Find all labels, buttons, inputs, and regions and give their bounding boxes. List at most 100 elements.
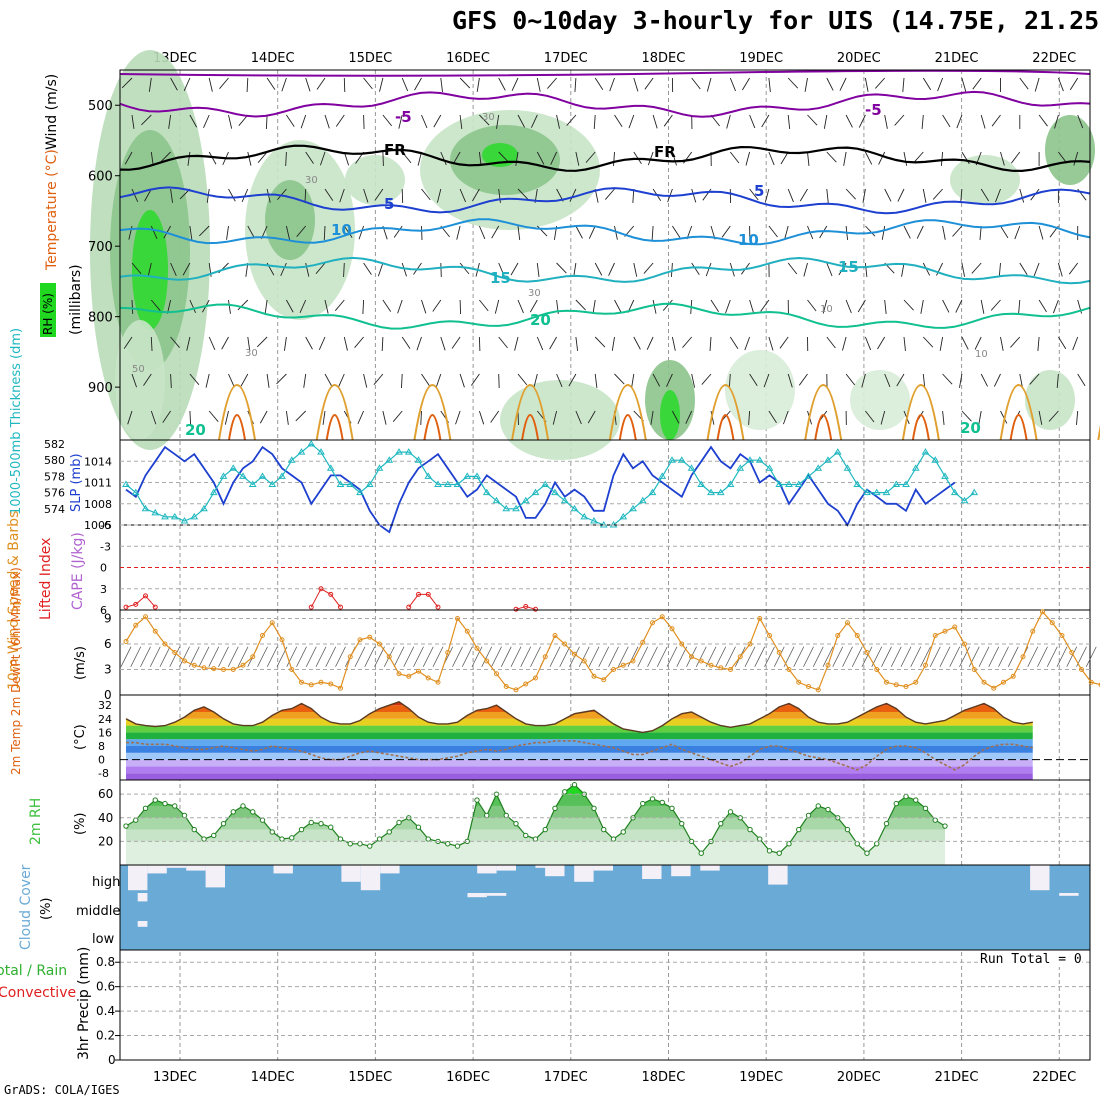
- wind-barb: [614, 114, 623, 127]
- wind-barb: [826, 151, 837, 163]
- wind-barb: [939, 646, 951, 667]
- x-tick-label-bottom: 13DEC: [153, 1070, 197, 1085]
- cloud-gap: [545, 865, 565, 877]
- wind-barb: [763, 373, 770, 388]
- wind-barb: [343, 225, 353, 238]
- wind-barb: [189, 114, 198, 128]
- wind-barb: [490, 410, 500, 423]
- wind-barb: [456, 225, 461, 240]
- wind-barb: [961, 262, 966, 277]
- temp-band: [126, 746, 1033, 753]
- wind-barb: [968, 646, 980, 667]
- wind-barb: [942, 225, 946, 240]
- wind-barb: [779, 336, 789, 349]
- wind-barb: [922, 336, 934, 348]
- wind-barb: [1027, 646, 1039, 667]
- wind-barb: [168, 114, 172, 129]
- wind-barb: [978, 646, 990, 667]
- wind-speed-marker: [1059, 633, 1065, 638]
- wind-barb: [339, 188, 345, 203]
- cloud-gap: [128, 865, 148, 891]
- wind-speed-marker: [1030, 628, 1036, 634]
- temp-band: [126, 732, 1033, 740]
- wind-barb: [510, 262, 519, 276]
- rh-marker: [230, 809, 236, 815]
- rh-marker: [883, 820, 890, 827]
- isotherm-cell: [999, 384, 1038, 441]
- thickness-marker: [482, 488, 491, 496]
- wind-barb: [170, 262, 177, 276]
- wind-barb: [187, 151, 191, 166]
- thickness-marker: [765, 464, 774, 471]
- wind-speed-marker: [767, 633, 772, 638]
- wind-barb: [787, 188, 794, 203]
- thickness-marker: [404, 448, 413, 455]
- rh-marker: [220, 820, 227, 827]
- rh-marker: [825, 806, 831, 813]
- wind-barb: [1007, 646, 1019, 667]
- wind-barb: [955, 299, 963, 313]
- wind-speed-marker: [728, 667, 733, 672]
- wind-barb: [494, 299, 500, 314]
- wind-barb: [1056, 646, 1068, 667]
- wind-barb: [903, 299, 914, 311]
- wind-unit-label: (m/s): [73, 646, 88, 680]
- wind-speed-marker: [815, 687, 821, 693]
- rh-marker: [776, 850, 782, 856]
- rh-shading: [950, 155, 1020, 205]
- wind-barb: [845, 114, 853, 128]
- wind-barb: [1037, 646, 1048, 667]
- wind-barb: [768, 336, 774, 351]
- rh-marker: [864, 850, 870, 856]
- wind-barb: [902, 77, 905, 92]
- cloud-gap: [137, 921, 148, 927]
- wind-barb: [685, 410, 693, 424]
- wind-barb: [773, 646, 785, 667]
- lifted-cape-panel: -6 -3 0 3 6 Lifted Index CAPE (J/kg): [38, 519, 1091, 620]
- thickness-marker: [375, 464, 384, 471]
- thickness-marker: [434, 480, 442, 487]
- wind-barb: [744, 336, 751, 351]
- wind-barb: [858, 114, 866, 128]
- wind-barb: [452, 151, 461, 165]
- wind-barb: [799, 188, 808, 202]
- wind-speed-marker: [162, 641, 168, 647]
- wind-speed-marker: [503, 684, 509, 689]
- contour-label: 20: [530, 311, 551, 329]
- wind-speed-marker: [698, 658, 704, 664]
- wind-barb: [170, 373, 172, 389]
- wind-barb: [566, 114, 577, 126]
- wind-barb: [1000, 410, 1008, 424]
- wind-barb: [421, 114, 428, 129]
- wind-barb: [631, 373, 635, 388]
- isotherm-line: [119, 256, 1091, 285]
- wind-barb: [208, 646, 220, 667]
- rh-marker: [727, 809, 734, 815]
- wind-speed-marker: [416, 668, 421, 674]
- wind-barb: [980, 114, 986, 129]
- wind-tick-label: 3: [104, 663, 112, 677]
- wind-speed-marker: [650, 620, 655, 626]
- cloud-gap: [496, 865, 516, 871]
- wind-barb: [414, 77, 422, 91]
- wind-barb: [588, 646, 600, 667]
- slp-tick-label: 1005: [84, 519, 112, 532]
- wind-barb: [281, 77, 287, 92]
- thickness-marker: [239, 472, 247, 479]
- wind-barb: [257, 646, 268, 667]
- temp-band: [126, 752, 1033, 760]
- lifted-index-marker: [123, 604, 129, 610]
- wind-barb: [725, 646, 736, 667]
- wind-barb: [343, 336, 348, 351]
- rh-marker: [542, 826, 548, 833]
- wind-barb: [1019, 188, 1025, 203]
- wind-barb: [971, 262, 982, 274]
- rh-shading: [850, 370, 910, 430]
- wind-speed-marker: [230, 667, 236, 672]
- wind-barb: [1018, 299, 1021, 314]
- rh-marker: [415, 824, 422, 830]
- wind-barb: [150, 151, 154, 166]
- wind-barb: [536, 336, 544, 351]
- wind-barb: [461, 646, 473, 667]
